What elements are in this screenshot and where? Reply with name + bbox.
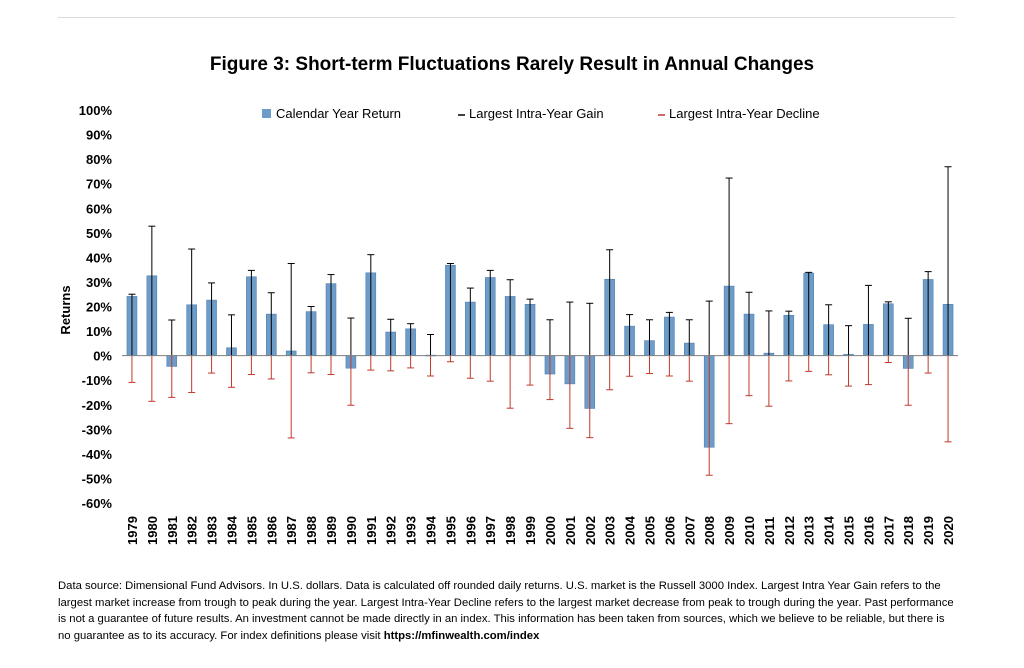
y-tick-label: -60% — [82, 496, 113, 511]
y-tick-label: 90% — [86, 128, 112, 143]
x-tick-label: 1995 — [443, 516, 458, 545]
y-tick-label: 100% — [79, 103, 113, 118]
x-tick-label: 2016 — [861, 516, 876, 545]
y-axis-label: Returns — [58, 285, 73, 334]
footnote: Data source: Dimensional Fund Advisors. … — [58, 578, 958, 644]
y-tick-label: 50% — [86, 226, 112, 241]
x-tick-label: 1988 — [304, 516, 319, 545]
plot-area: 1979 1980 1981 1982 1983 1984 1985 1986 1987 1988… — [122, 166, 958, 545]
x-tick-label: 2001 — [563, 516, 578, 545]
chart-title: Figure 3: Short-term Fluctuations Rarely… — [209, 54, 815, 75]
x-tick-label: 2000 — [543, 516, 558, 545]
x-tick-label: 1980 — [145, 516, 160, 545]
x-tick-label: 2012 — [782, 516, 797, 545]
x-tick-label: 2008 — [702, 516, 717, 545]
legend-swatch-calendar-return — [262, 109, 271, 118]
x-tick-label: 2015 — [842, 516, 857, 545]
legend-label-intra-year-gain: Largest Intra-Year Gain — [469, 106, 604, 121]
legend: Calendar Year Return Largest Intra-Year … — [262, 106, 820, 121]
y-tick-label: 70% — [86, 177, 112, 192]
x-tick-label: 1990 — [344, 516, 359, 545]
footnote-text: Data source: Dimensional Fund Advisors. … — [58, 580, 954, 642]
x-tick-label: 1992 — [384, 516, 399, 545]
x-tick-label: 1999 — [523, 516, 538, 545]
x-tick-label: 1979 — [125, 516, 140, 545]
x-tick-label: 1996 — [463, 516, 478, 545]
y-tick-label: -40% — [82, 447, 113, 462]
x-tick-label: 1985 — [244, 516, 259, 545]
x-tick-label: 1981 — [165, 516, 180, 545]
x-tick-label: 2011 — [762, 517, 777, 545]
y-tick-label: -10% — [82, 373, 113, 388]
x-tick-label: 2013 — [802, 516, 817, 545]
x-tick-label: 1998 — [503, 516, 518, 545]
x-tick-label: 2020 — [941, 516, 956, 545]
chart: 100% 90% 80% 70% 60% 50% 40% 30% 20% 10% 0% -10% -20… — [58, 103, 958, 545]
x-tick-label: 1993 — [404, 516, 419, 545]
x-tick-label: 1984 — [224, 515, 239, 545]
x-tick-label: 1983 — [205, 516, 220, 545]
x-tick-label: 2006 — [662, 516, 677, 545]
y-tick-label: -30% — [82, 422, 113, 437]
x-tick-label: 1987 — [284, 516, 299, 545]
footnote-link[interactable]: https://mfinwealth.com/index — [383, 629, 540, 642]
y-tick-label: 10% — [86, 324, 112, 339]
y-tick-label: 60% — [86, 201, 112, 216]
y-tick-label: 0% — [93, 349, 112, 364]
x-tick-label: 2014 — [822, 515, 837, 545]
legend-label-calendar-return: Calendar Year Return — [276, 106, 401, 121]
x-tick-label: 1989 — [324, 516, 339, 545]
x-tick-label: 1997 — [483, 516, 498, 545]
x-tick-label: 2007 — [682, 516, 697, 545]
legend-label-intra-year-decline: Largest Intra-Year Decline — [669, 106, 820, 121]
x-tick-label: 2002 — [583, 516, 598, 545]
x-tick-label: 1991 — [364, 516, 379, 545]
top-divider — [58, 17, 955, 18]
y-tick-label: 80% — [86, 152, 112, 167]
y-tick-label: -20% — [82, 398, 113, 413]
y-tick-label: -50% — [82, 471, 113, 486]
x-tick-label: 2003 — [603, 516, 618, 545]
x-tick-label: 2018 — [901, 516, 916, 545]
x-tick-label: 1982 — [185, 516, 200, 545]
x-tick-label: 2010 — [742, 516, 757, 545]
y-tick-label: 40% — [86, 250, 112, 265]
x-tick-label: 1994 — [424, 515, 439, 545]
x-tick-label: 2005 — [642, 516, 657, 545]
y-tick-label: 20% — [86, 300, 112, 315]
x-tick-label: 2019 — [921, 516, 936, 545]
x-tick-label: 2009 — [722, 516, 737, 545]
x-tick-label: 2004 — [623, 515, 638, 545]
y-tick-label: 30% — [86, 275, 112, 290]
x-tick-label: 1986 — [264, 516, 279, 545]
x-tick-label: 2017 — [881, 516, 896, 545]
y-axis: 100% 90% 80% 70% 60% 50% 40% 30% 20% 10% 0% -10% -20… — [79, 103, 113, 511]
